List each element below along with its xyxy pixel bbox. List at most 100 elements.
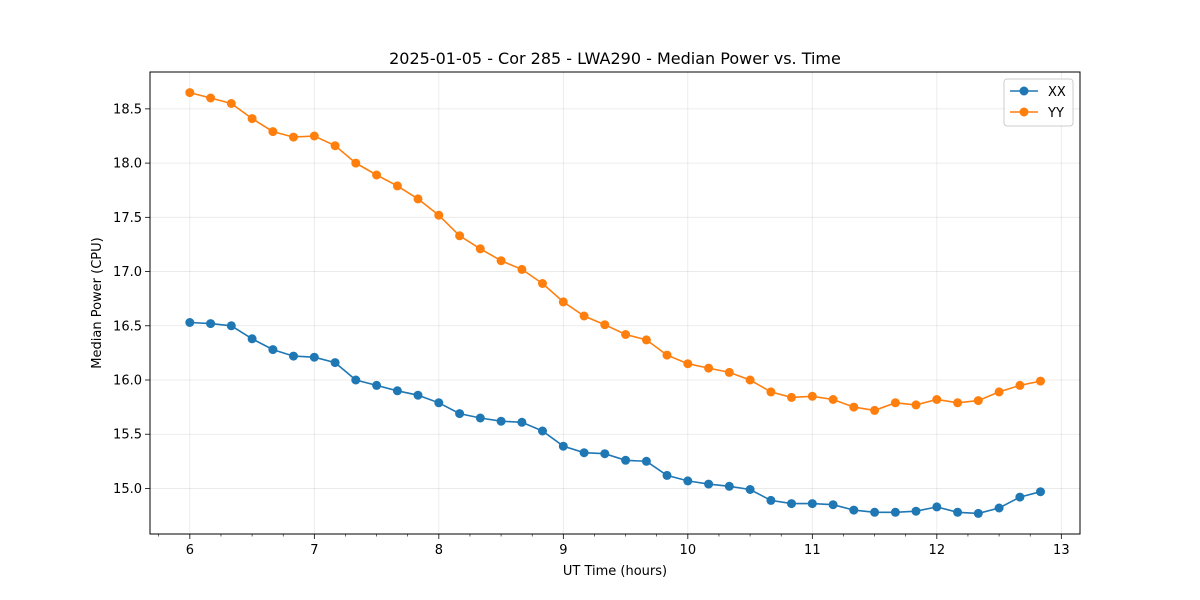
chart-title: 2025-01-05 - Cor 285 - LWA290 - Median P… xyxy=(389,49,841,68)
data-point-yy xyxy=(932,395,942,404)
data-point-xx xyxy=(1015,492,1025,502)
data-point-xx xyxy=(890,507,900,517)
data-point-xx xyxy=(496,416,506,426)
y-tick-label: 15.0 xyxy=(113,482,142,497)
data-point-yy xyxy=(517,264,527,274)
data-point-yy xyxy=(973,396,983,406)
data-point-xx xyxy=(973,508,983,518)
data-point-xx xyxy=(787,499,796,509)
data-point-yy xyxy=(475,244,485,254)
x-tick-label: 7 xyxy=(310,543,318,558)
data-point-xx xyxy=(724,481,734,491)
legend: XX YY xyxy=(1003,78,1074,127)
data-point-yy xyxy=(870,405,880,415)
legend-label-xx: XX xyxy=(1048,85,1066,100)
x-axis-label: UT Time (hours) xyxy=(563,564,667,579)
data-point-xx xyxy=(392,386,402,396)
data-point-yy xyxy=(434,210,444,220)
data-point-yy xyxy=(455,231,465,241)
data-point-xx xyxy=(745,485,755,494)
x-tick-label: 10 xyxy=(680,543,697,558)
data-point-xx xyxy=(600,449,610,459)
data-point-yy xyxy=(351,158,361,168)
data-point-yy xyxy=(309,131,319,141)
data-point-xx xyxy=(641,456,651,466)
data-point-yy xyxy=(641,335,651,345)
data-point-yy xyxy=(662,350,672,360)
y-tick-label: 15.5 xyxy=(113,428,142,443)
data-point-yy xyxy=(600,320,610,330)
data-point-xx xyxy=(807,499,817,509)
y-tick-label: 16.0 xyxy=(113,374,142,389)
data-point-xx xyxy=(268,345,278,355)
data-point-yy xyxy=(247,114,257,124)
data-point-xx xyxy=(932,502,942,512)
data-point-yy xyxy=(392,181,402,191)
data-point-yy xyxy=(1036,376,1045,386)
data-point-xx xyxy=(849,505,859,515)
data-point-yy xyxy=(621,330,631,339)
series-layer xyxy=(185,88,1045,518)
data-point-xx xyxy=(579,448,589,458)
x-tick-label: 8 xyxy=(435,543,443,558)
data-point-xx xyxy=(247,334,257,344)
grid xyxy=(150,72,1080,534)
x-tick-label: 12 xyxy=(929,543,946,558)
data-point-yy xyxy=(538,279,547,288)
data-point-xx xyxy=(330,358,340,368)
data-point-yy xyxy=(496,256,506,266)
data-point-yy xyxy=(413,194,423,204)
data-point-yy xyxy=(828,395,838,404)
data-point-xx xyxy=(870,507,880,517)
x-tick-label: 13 xyxy=(1053,543,1070,558)
data-point-xx xyxy=(309,352,319,362)
legend-label-yy: YY xyxy=(1047,106,1064,121)
data-point-xx xyxy=(185,318,195,327)
legend-marker-yy xyxy=(1019,107,1029,117)
data-point-yy xyxy=(745,375,755,385)
data-point-xx xyxy=(558,441,568,451)
data-point-yy xyxy=(579,311,589,321)
y-tick-label: 18.0 xyxy=(113,157,142,172)
data-point-xx xyxy=(828,500,838,510)
data-point-yy xyxy=(807,391,817,401)
data-point-xx xyxy=(1036,487,1045,497)
data-point-yy xyxy=(724,367,734,377)
data-point-xx xyxy=(226,321,236,331)
legend-marker-xx xyxy=(1019,86,1029,96)
data-point-xx xyxy=(413,390,423,400)
data-point-xx xyxy=(372,380,382,390)
data-point-xx xyxy=(517,417,527,427)
y-tick-label: 17.5 xyxy=(113,211,142,226)
data-point-xx xyxy=(704,479,714,489)
data-point-yy xyxy=(1015,380,1025,390)
data-point-yy xyxy=(994,387,1004,397)
data-point-yy xyxy=(330,141,340,151)
ticks: 6 7 8 9 10 11 12 13 15.0 15.5 16.0 16.5 17.0 17.5 18.0… xyxy=(113,102,1070,558)
plot-frame xyxy=(149,71,1081,535)
data-point-yy xyxy=(953,398,963,408)
data-point-yy xyxy=(683,359,693,369)
x-tick-label: 11 xyxy=(804,543,821,558)
data-point-xx xyxy=(994,503,1004,513)
data-point-yy xyxy=(558,297,568,307)
data-point-xx xyxy=(662,470,672,480)
data-point-yy xyxy=(372,170,382,180)
data-point-yy xyxy=(849,402,859,412)
data-point-yy xyxy=(206,93,216,103)
data-point-yy xyxy=(268,127,278,137)
data-point-yy xyxy=(185,88,195,98)
data-point-xx xyxy=(289,351,298,361)
x-tick-label: 6 xyxy=(186,543,194,558)
data-point-yy xyxy=(289,132,298,142)
data-point-xx xyxy=(351,375,361,385)
data-point-xx xyxy=(953,507,963,517)
data-point-xx xyxy=(475,413,485,423)
data-point-yy xyxy=(911,400,921,410)
data-point-yy xyxy=(890,398,900,408)
data-point-xx xyxy=(538,426,547,436)
data-point-yy xyxy=(766,387,776,397)
y-tick-label: 16.5 xyxy=(113,319,142,334)
